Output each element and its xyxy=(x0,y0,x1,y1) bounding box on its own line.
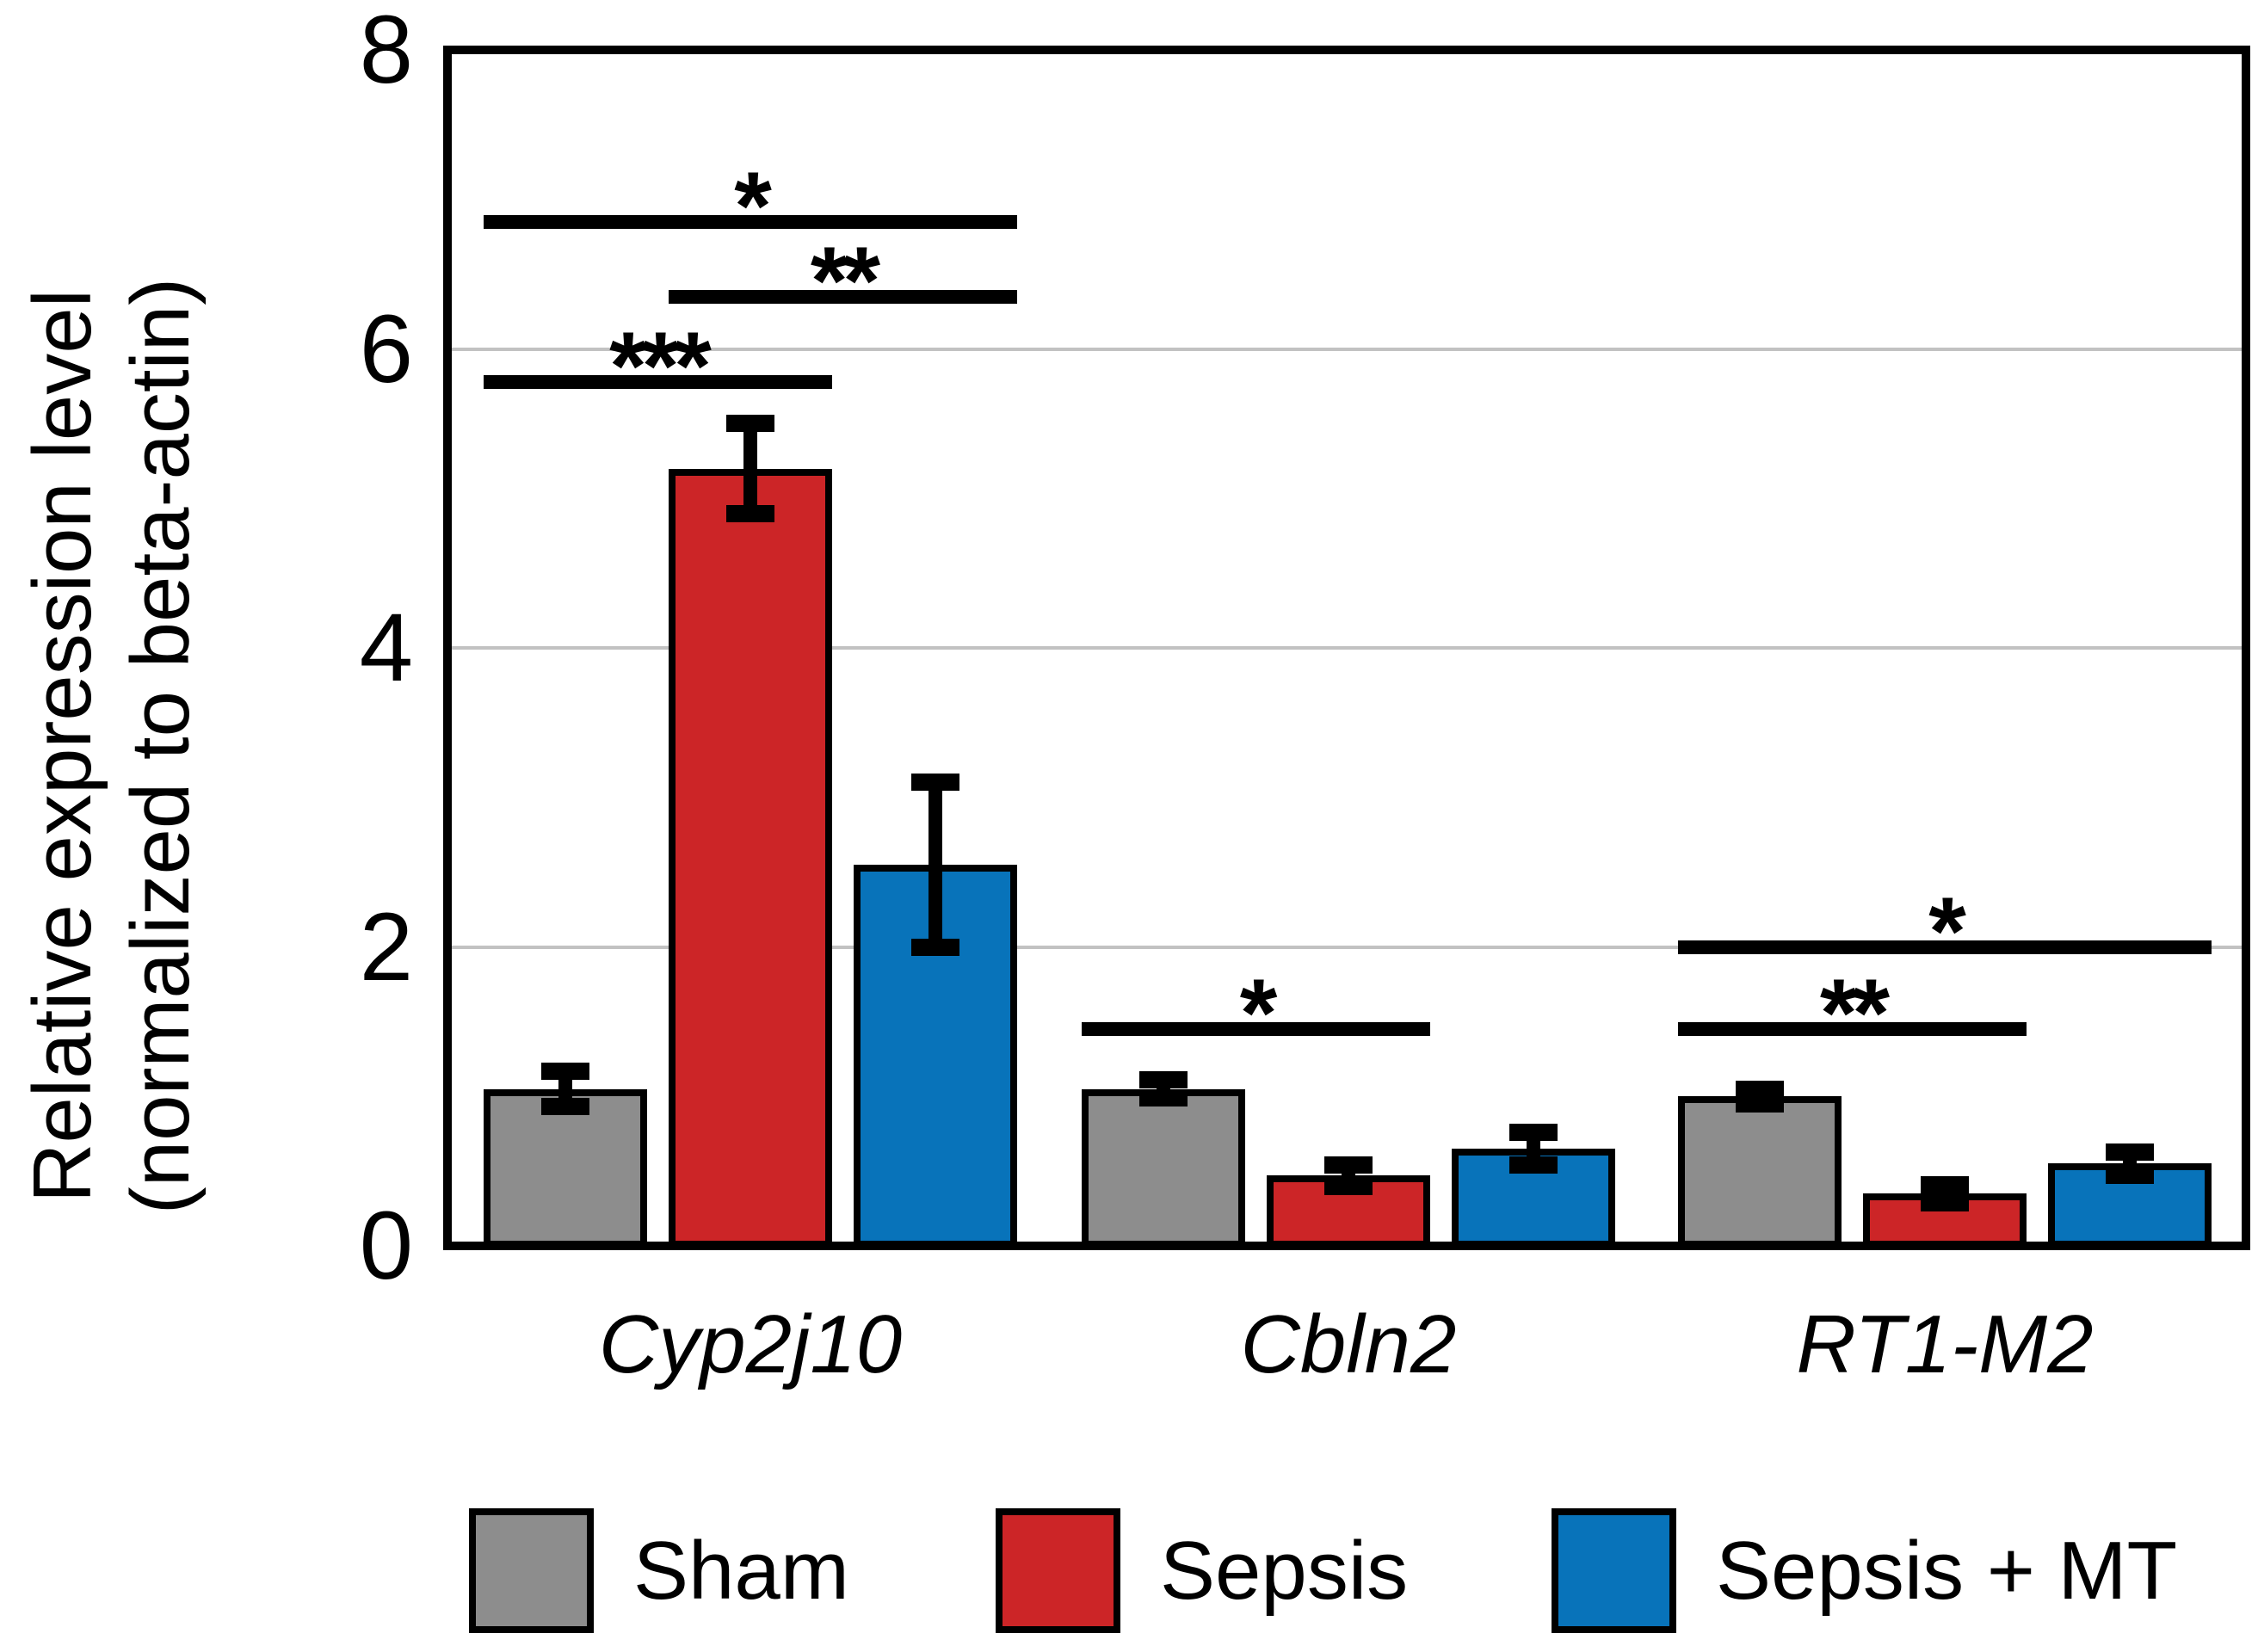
significance-label-1: ** xyxy=(810,226,880,335)
error-cap-top-sepsis-cyp2j10 xyxy=(726,415,774,433)
error-cap-top-sepsis-cbln2 xyxy=(1324,1156,1373,1174)
significance-label-3: * xyxy=(1239,959,1278,1068)
significance-line-2 xyxy=(484,214,1017,229)
legend-item-sepsis: Sepsis xyxy=(996,1508,1408,1633)
bar-sepsis-cyp2j10 xyxy=(669,468,832,1248)
significance-label-4: ** xyxy=(1819,959,1890,1068)
significance-label-2: * xyxy=(734,151,772,260)
y-tick-label-6: 6 xyxy=(359,294,413,403)
significance-line-4 xyxy=(1678,1022,2027,1037)
significance-line-0 xyxy=(484,374,832,389)
error-cap-bottom-sham-rt1-m2 xyxy=(1736,1094,1784,1113)
gridline-y4 xyxy=(452,646,2242,650)
legend-swatch-sham xyxy=(469,1508,594,1633)
error-cap-bottom-sepsis-cbln2 xyxy=(1324,1177,1373,1195)
error-cap-top-sepsis-mt-cbln2 xyxy=(1509,1123,1558,1141)
gridline-y6 xyxy=(452,347,2242,351)
error-bar-sham-cyp2j10 xyxy=(558,1070,572,1107)
error-cap-top-sham-cyp2j10 xyxy=(541,1062,589,1080)
error-cap-bottom-sham-cyp2j10 xyxy=(541,1098,589,1116)
legend-item-sepsis-mt: Sepsis + MT xyxy=(1552,1508,2177,1633)
legend-label-sepsis: Sepsis xyxy=(1160,1525,1409,1617)
y-axis-label: Relative expression level (normalized to… xyxy=(14,144,210,1348)
y-tick-label-2: 2 xyxy=(359,892,413,1001)
y-tick-label-0: 0 xyxy=(359,1192,413,1299)
error-bar-sepsis-mt-cyp2j10 xyxy=(928,782,942,947)
error-cap-bottom-sepsis-rt1-m2 xyxy=(1921,1193,1969,1211)
error-cap-bottom-sepsis-cyp2j10 xyxy=(726,504,774,522)
legend-swatch-sepsis xyxy=(996,1508,1120,1633)
legend-label-sepsis-mt: Sepsis + MT xyxy=(1716,1525,2178,1617)
significance-label-0: *** xyxy=(609,311,712,420)
error-cap-top-sham-rt1-m2 xyxy=(1736,1080,1784,1098)
bar-sham-rt1-m2 xyxy=(1678,1096,1842,1248)
category-label-cyp2j10: Cyp2j10 xyxy=(598,1298,903,1390)
category-label-rt1-m2: RT1-M2 xyxy=(1796,1298,2094,1390)
legend-label-sham: Sham xyxy=(633,1525,849,1617)
error-cap-top-sepsis-mt-rt1-m2 xyxy=(2106,1143,2154,1161)
error-cap-bottom-sepsis-mt-cyp2j10 xyxy=(911,938,959,956)
significance-label-5: * xyxy=(1928,877,1966,985)
category-label-cbln2: Cbln2 xyxy=(1240,1298,1457,1390)
significance-line-1 xyxy=(669,289,1017,304)
legend-item-sham: Sham xyxy=(469,1508,849,1633)
error-cap-bottom-sham-cbln2 xyxy=(1139,1088,1188,1106)
y-tick-label-8: 8 xyxy=(359,0,413,103)
error-cap-top-sepsis-rt1-m2 xyxy=(1921,1175,1969,1193)
bar-sham-cbln2 xyxy=(1082,1088,1245,1248)
y-axis-label-line2: (normalized to beta-actin) xyxy=(114,277,207,1215)
y-axis-label-line1: Relative expression level xyxy=(16,289,108,1203)
error-cap-bottom-sepsis-mt-cbln2 xyxy=(1509,1156,1558,1174)
error-cap-bottom-sepsis-mt-rt1-m2 xyxy=(2106,1167,2154,1185)
significance-line-3 xyxy=(1082,1022,1430,1037)
y-tick-label-4: 4 xyxy=(359,594,413,701)
error-cap-top-sham-cbln2 xyxy=(1139,1071,1188,1089)
error-bar-sepsis-cyp2j10 xyxy=(743,423,757,514)
error-cap-top-sepsis-mt-cyp2j10 xyxy=(911,774,959,792)
gridline-y2 xyxy=(452,945,2242,949)
legend-swatch-sepsis-mt xyxy=(1552,1508,1676,1633)
legend: Sham Sepsis Sepsis + MT xyxy=(0,1508,2258,1637)
significance-line-5 xyxy=(1678,940,2212,954)
